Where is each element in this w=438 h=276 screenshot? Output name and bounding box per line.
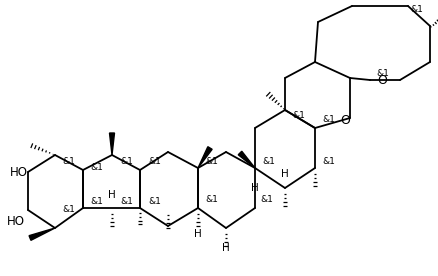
Text: &1: &1 <box>62 206 75 214</box>
Text: O: O <box>377 73 387 86</box>
Text: HO: HO <box>7 215 25 228</box>
Text: &1: &1 <box>322 115 335 124</box>
Text: H: H <box>108 190 116 200</box>
Text: &1: &1 <box>205 158 218 166</box>
Polygon shape <box>110 133 114 155</box>
Text: &1: &1 <box>322 158 335 166</box>
Text: &1: &1 <box>90 198 103 206</box>
Text: &1: &1 <box>120 198 133 206</box>
Text: HO: HO <box>10 166 28 179</box>
Text: &1: &1 <box>148 158 161 166</box>
Text: &1: &1 <box>292 112 305 121</box>
Text: &1: &1 <box>148 198 161 206</box>
Polygon shape <box>29 228 55 240</box>
Text: &1: &1 <box>120 158 133 166</box>
Polygon shape <box>198 147 212 168</box>
Text: H: H <box>251 183 259 193</box>
Text: &1: &1 <box>90 163 103 172</box>
Text: &1: &1 <box>62 158 75 166</box>
Text: H: H <box>281 169 289 179</box>
Text: &1: &1 <box>262 158 275 166</box>
Text: &1: &1 <box>410 6 423 15</box>
Text: H: H <box>222 243 230 253</box>
Text: &1: &1 <box>376 70 389 78</box>
Text: H: H <box>194 229 202 239</box>
Text: O: O <box>340 113 350 126</box>
Polygon shape <box>238 151 255 168</box>
Text: &1: &1 <box>260 195 273 205</box>
Text: &1: &1 <box>205 195 218 205</box>
